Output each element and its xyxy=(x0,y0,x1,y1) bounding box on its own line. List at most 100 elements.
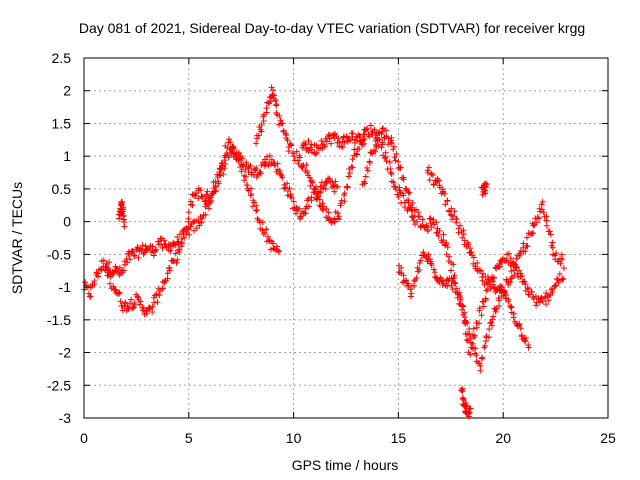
data-point-marker xyxy=(547,231,554,238)
data-point-marker xyxy=(407,286,414,293)
data-point-marker xyxy=(361,135,368,142)
data-point-marker xyxy=(522,338,529,345)
data-point-marker xyxy=(460,231,467,238)
data-point-marker xyxy=(339,144,346,151)
data-point-marker xyxy=(153,246,160,253)
data-point-marker xyxy=(451,208,458,215)
data-point-marker xyxy=(100,257,107,264)
data-point-marker xyxy=(349,156,356,163)
data-point-marker xyxy=(363,164,370,171)
data-point-marker xyxy=(513,263,520,270)
data-point-marker xyxy=(403,185,410,192)
data-point-marker xyxy=(242,173,249,180)
data-point-marker xyxy=(443,251,450,258)
data-point-marker xyxy=(293,148,300,155)
data-point-marker xyxy=(117,298,124,305)
data-point-marker xyxy=(458,387,465,394)
data-point-marker xyxy=(472,345,479,352)
data-point-marker xyxy=(371,126,378,133)
data-point-marker xyxy=(131,301,138,308)
data-point-marker xyxy=(295,160,302,167)
data-point-marker xyxy=(190,219,197,226)
data-point-marker xyxy=(523,242,530,249)
data-point-marker xyxy=(416,213,423,220)
data-point-marker xyxy=(508,304,515,311)
data-point-marker xyxy=(296,205,303,212)
data-point-marker xyxy=(107,273,114,280)
data-point-marker xyxy=(120,267,127,274)
data-point-marker xyxy=(215,180,222,187)
data-point-marker xyxy=(332,178,339,185)
data-point-marker xyxy=(382,127,389,134)
data-point-marker xyxy=(441,190,448,197)
data-point-marker xyxy=(510,310,517,317)
data-point-marker xyxy=(474,260,481,267)
data-point-marker xyxy=(178,241,185,248)
data-point-marker xyxy=(362,173,369,180)
data-point-marker xyxy=(496,263,503,270)
data-point-marker xyxy=(204,188,211,195)
data-point-marker xyxy=(302,210,309,217)
data-point-marker xyxy=(390,146,397,153)
data-point-marker xyxy=(341,190,348,197)
data-point-marker xyxy=(305,147,312,154)
data-point-marker xyxy=(353,137,360,144)
data-point-marker xyxy=(288,142,295,149)
data-point-marker xyxy=(518,332,525,339)
y-tick-label: -2 xyxy=(59,345,72,361)
data-point-marker xyxy=(483,287,490,294)
data-point-marker xyxy=(392,186,399,193)
data-point-marker xyxy=(476,320,483,327)
data-point-marker xyxy=(116,215,123,222)
data-point-marker xyxy=(323,206,330,213)
data-point-marker xyxy=(290,150,297,157)
data-point-marker xyxy=(487,277,494,284)
data-point-marker xyxy=(230,143,237,150)
data-point-marker xyxy=(560,275,567,282)
data-point-marker xyxy=(347,137,354,144)
data-point-marker xyxy=(390,143,397,150)
data-point-marker xyxy=(190,227,197,234)
data-point-marker xyxy=(461,237,468,244)
data-point-marker xyxy=(202,197,209,204)
data-point-marker xyxy=(401,203,408,210)
data-point-marker xyxy=(525,344,532,351)
data-point-marker xyxy=(448,205,455,212)
data-point-marker xyxy=(396,269,403,276)
data-point-marker xyxy=(195,195,202,202)
data-point-marker xyxy=(308,197,315,204)
data-point-marker xyxy=(455,291,462,298)
data-point-marker xyxy=(174,239,181,246)
data-point-marker xyxy=(480,303,487,310)
data-point-marker xyxy=(429,171,436,178)
data-point-marker xyxy=(538,295,545,302)
data-point-marker xyxy=(115,290,122,297)
data-point-marker xyxy=(120,212,127,219)
data-point-marker xyxy=(459,395,466,402)
data-point-marker xyxy=(220,171,227,178)
data-point-marker xyxy=(121,223,128,230)
data-point-marker xyxy=(254,215,261,222)
data-point-marker xyxy=(166,267,173,274)
data-point-marker xyxy=(320,185,327,192)
data-point-marker xyxy=(513,255,520,262)
data-point-marker xyxy=(313,149,320,156)
data-point-marker xyxy=(292,210,299,217)
data-point-marker xyxy=(528,288,535,295)
data-point-marker xyxy=(258,162,265,169)
data-point-marker xyxy=(471,332,478,339)
data-point-marker xyxy=(202,211,209,218)
data-point-marker xyxy=(485,334,492,341)
data-point-marker xyxy=(331,188,338,195)
data-point-marker xyxy=(423,222,430,229)
data-point-marker xyxy=(416,259,423,266)
x-tick-label: 20 xyxy=(495,430,511,446)
data-point-marker xyxy=(225,154,232,161)
data-point-marker xyxy=(395,158,402,165)
data-point-marker xyxy=(270,240,277,247)
series-track-h xyxy=(458,385,474,420)
data-point-marker xyxy=(94,270,101,277)
data-point-marker xyxy=(312,183,319,190)
data-point-marker xyxy=(398,264,405,271)
data-point-marker xyxy=(173,259,180,266)
